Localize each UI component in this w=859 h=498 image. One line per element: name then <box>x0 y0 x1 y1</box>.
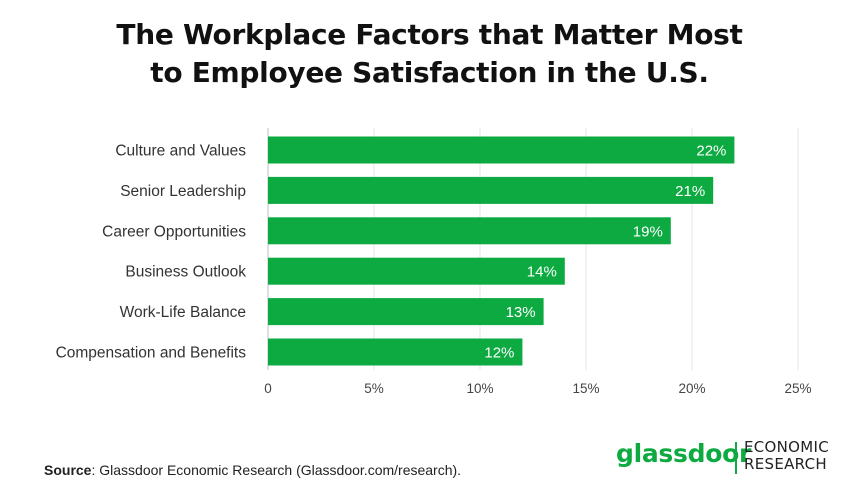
bar-value-label: 13% <box>506 304 536 321</box>
category-label: Work-Life Balance <box>120 304 246 321</box>
grid-lines <box>267 128 799 370</box>
category-label: Compensation and Benefits <box>56 345 247 362</box>
x-tick-label: 15% <box>572 381 599 396</box>
source-note: Source: Glassdoor Economic Research (Gla… <box>44 462 461 478</box>
category-label: Senior Leadership <box>120 183 246 200</box>
logo-subtitle: ECONOMIC RESEARCH <box>744 439 829 473</box>
x-tick-label: 25% <box>784 381 811 396</box>
bar <box>268 136 735 164</box>
bars: 22% 21% 19% 14% 13% 12% <box>268 136 735 366</box>
chart-title-line-2: to Employee Satisfaction in the U.S. <box>150 56 709 89</box>
bar-value-label: 21% <box>675 183 705 200</box>
source-label: Source <box>44 462 92 478</box>
logo-divider <box>735 442 737 474</box>
bar-value-label: 12% <box>484 345 514 362</box>
logo-subtitle-line-1: ECONOMIC <box>744 438 830 456</box>
x-tick-label: 20% <box>678 381 705 396</box>
logo-subtitle-line-2: RESEARCH <box>744 455 827 473</box>
bar-value-label: 19% <box>633 223 663 240</box>
category-label: Career Opportunities <box>102 223 246 240</box>
x-tick-label: 0 <box>264 381 272 396</box>
chart-title: The Workplace Factors that Matter Most t… <box>0 16 859 92</box>
bar <box>268 257 565 285</box>
x-axis-tick-labels: 0 5% 10% 15% 20% 25% <box>264 381 811 396</box>
bar-value-label: 22% <box>696 143 726 160</box>
source-text: : Glassdoor Economic Research (Glassdoor… <box>91 462 462 478</box>
category-label: Business Outlook <box>125 264 246 281</box>
x-tick-label: 5% <box>364 381 384 396</box>
chart-title-line-1: The Workplace Factors that Matter Most <box>116 18 743 51</box>
bar <box>268 338 523 366</box>
bar-value-label: 14% <box>527 264 557 281</box>
logo-wordmark: glassdoor <box>616 439 751 468</box>
bar <box>268 298 544 326</box>
bar <box>268 176 714 204</box>
x-tick-label: 10% <box>466 381 493 396</box>
bar <box>268 217 671 245</box>
category-labels: Culture and Values Senior Leadership Caree… <box>56 143 247 362</box>
category-label: Culture and Values <box>115 143 246 160</box>
